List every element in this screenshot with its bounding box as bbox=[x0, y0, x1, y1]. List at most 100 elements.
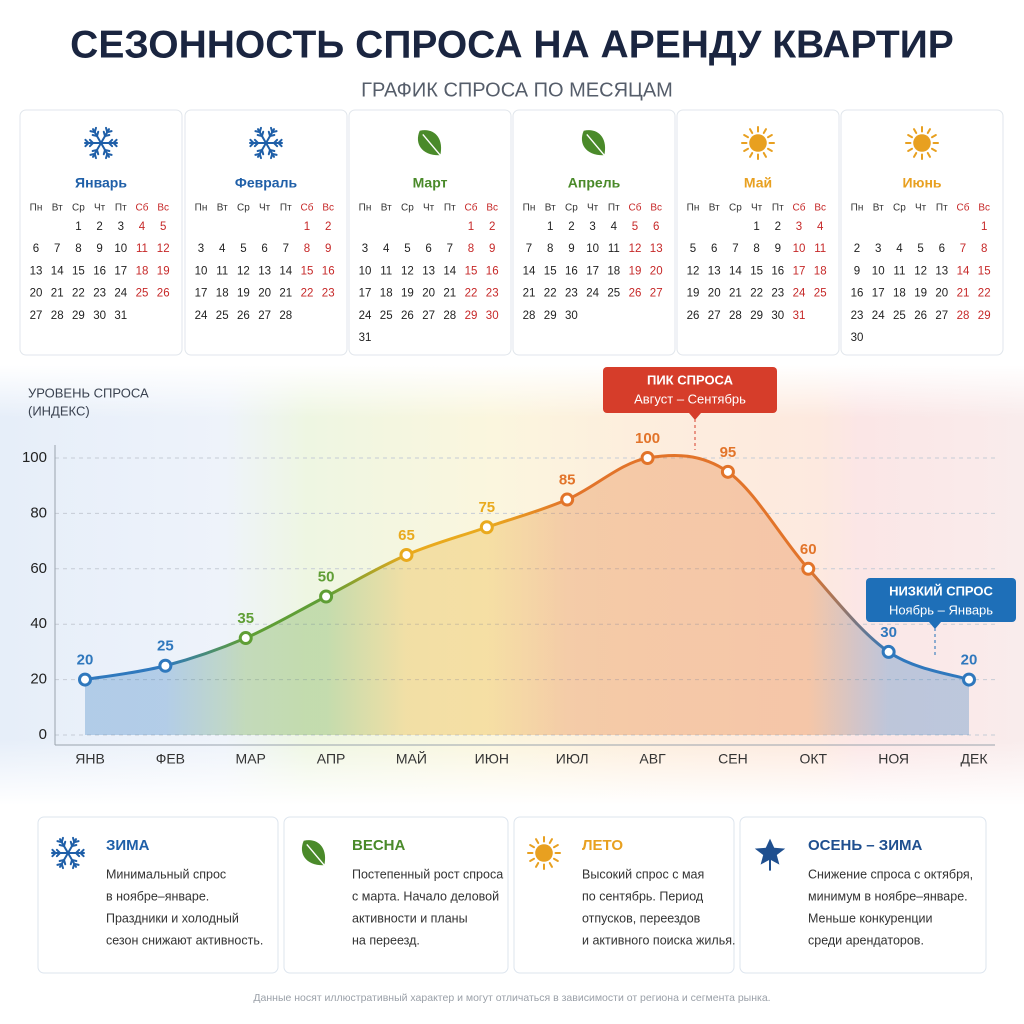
day-number: 14 bbox=[443, 265, 456, 277]
day-number: 30 bbox=[93, 310, 106, 322]
day-number: 30 bbox=[771, 310, 784, 322]
day-number: 20 bbox=[30, 288, 43, 300]
icon-ray bbox=[548, 861, 553, 868]
day-number: 18 bbox=[136, 265, 149, 277]
day-number: 25 bbox=[607, 288, 620, 300]
day-number: 3 bbox=[875, 243, 881, 255]
y-tick-label: 60 bbox=[30, 560, 47, 577]
day-number: 10 bbox=[114, 243, 127, 255]
day-number: 25 bbox=[380, 310, 393, 322]
day-number: 6 bbox=[711, 243, 717, 255]
day-number: 1 bbox=[547, 221, 553, 233]
callout-title: ПИК СПРОСА bbox=[647, 372, 734, 387]
season-title: ЛЕТО bbox=[582, 837, 623, 854]
day-number: 8 bbox=[75, 243, 81, 255]
day-number: 23 bbox=[851, 310, 864, 322]
month-name: Май bbox=[744, 175, 772, 191]
icon-stroke bbox=[96, 148, 100, 156]
x-tick-label: МАЙ bbox=[396, 750, 427, 767]
day-number: 11 bbox=[136, 243, 148, 255]
value-label: 25 bbox=[157, 638, 174, 655]
day-number: 2 bbox=[489, 221, 495, 233]
icon-stroke bbox=[73, 862, 80, 866]
day-number: 20 bbox=[650, 265, 663, 277]
icon-ray bbox=[552, 857, 559, 862]
day-number: 22 bbox=[978, 288, 991, 300]
day-number: 6 bbox=[939, 243, 945, 255]
day-number: 22 bbox=[465, 288, 478, 300]
season-text: минимум в ноябре–январе. bbox=[808, 889, 968, 903]
icon-stroke bbox=[55, 852, 61, 858]
day-number: 28 bbox=[51, 310, 64, 322]
day-number: 12 bbox=[629, 243, 642, 255]
point bbox=[479, 520, 494, 535]
value-label: 85 bbox=[559, 472, 576, 489]
day-number: 27 bbox=[935, 310, 948, 322]
day-number: 7 bbox=[283, 243, 289, 255]
value-label: 95 bbox=[720, 444, 737, 461]
day-number: 9 bbox=[775, 243, 781, 255]
day-number: 1 bbox=[304, 221, 310, 233]
day-number: 7 bbox=[960, 243, 966, 255]
x-tick-label: ОКТ bbox=[799, 751, 827, 767]
day-number: 11 bbox=[380, 265, 392, 277]
icon-stroke bbox=[258, 152, 262, 160]
icon-ray bbox=[762, 128, 767, 135]
icon-ray bbox=[926, 128, 931, 135]
icon-stroke bbox=[253, 142, 259, 148]
day-number: 25 bbox=[136, 288, 149, 300]
day-number: 26 bbox=[401, 310, 414, 322]
day-number: 3 bbox=[589, 221, 595, 233]
day-number: 3 bbox=[362, 243, 368, 255]
icon-ray bbox=[529, 844, 536, 849]
weekday-label: Чт bbox=[915, 203, 927, 214]
icon-stroke bbox=[108, 138, 114, 144]
season-card bbox=[513, 816, 735, 974]
day-number: 23 bbox=[486, 288, 499, 300]
day-number: 29 bbox=[544, 310, 557, 322]
day-number: 14 bbox=[957, 265, 970, 277]
day-number: 12 bbox=[687, 265, 700, 277]
season-card bbox=[283, 816, 509, 974]
icon-stroke bbox=[93, 152, 97, 160]
day-number: 14 bbox=[523, 265, 536, 277]
day-number: 27 bbox=[650, 288, 663, 300]
day-number: 13 bbox=[708, 265, 721, 277]
icon-stroke bbox=[104, 148, 111, 153]
day-number: 4 bbox=[139, 221, 146, 233]
x-tick-label: МАР bbox=[236, 751, 266, 767]
day-number: 5 bbox=[632, 221, 638, 233]
day-number: 26 bbox=[687, 310, 700, 322]
day-number: 2 bbox=[775, 221, 781, 233]
day-number: 2 bbox=[854, 243, 860, 255]
weekday-label: Вт bbox=[709, 203, 720, 214]
value-label: 100 bbox=[635, 430, 660, 447]
day-number: 10 bbox=[359, 265, 372, 277]
icon-ray bbox=[749, 128, 754, 135]
day-number: 19 bbox=[237, 288, 250, 300]
weekday-label: Пн bbox=[523, 203, 536, 214]
day-number: 21 bbox=[51, 288, 64, 300]
day-number: 22 bbox=[72, 288, 85, 300]
weekday-label: Ср bbox=[237, 203, 250, 214]
day-number: 21 bbox=[729, 288, 742, 300]
day-number: 1 bbox=[753, 221, 759, 233]
day-number: 8 bbox=[753, 243, 759, 255]
icon-ray bbox=[907, 147, 914, 152]
day-number: 4 bbox=[611, 221, 618, 233]
day-number: 28 bbox=[443, 310, 456, 322]
day-number: 9 bbox=[96, 243, 102, 255]
season-text: отпусков, переездов bbox=[582, 911, 701, 925]
calendar-card bbox=[19, 109, 183, 356]
day-number: 1 bbox=[981, 221, 987, 233]
season-text: активности и планы bbox=[352, 911, 468, 925]
day-number: 8 bbox=[468, 243, 474, 255]
day-number: 30 bbox=[565, 310, 578, 322]
day-number: 10 bbox=[872, 265, 885, 277]
day-number: 11 bbox=[893, 265, 905, 277]
day-number: 20 bbox=[258, 288, 271, 300]
point bbox=[238, 631, 253, 646]
x-tick-label: ИЮЛ bbox=[556, 751, 589, 767]
icon-ray bbox=[535, 838, 540, 845]
subtitle: ГРАФИК СПРОСА ПО МЕСЯЦАМ bbox=[361, 79, 673, 101]
